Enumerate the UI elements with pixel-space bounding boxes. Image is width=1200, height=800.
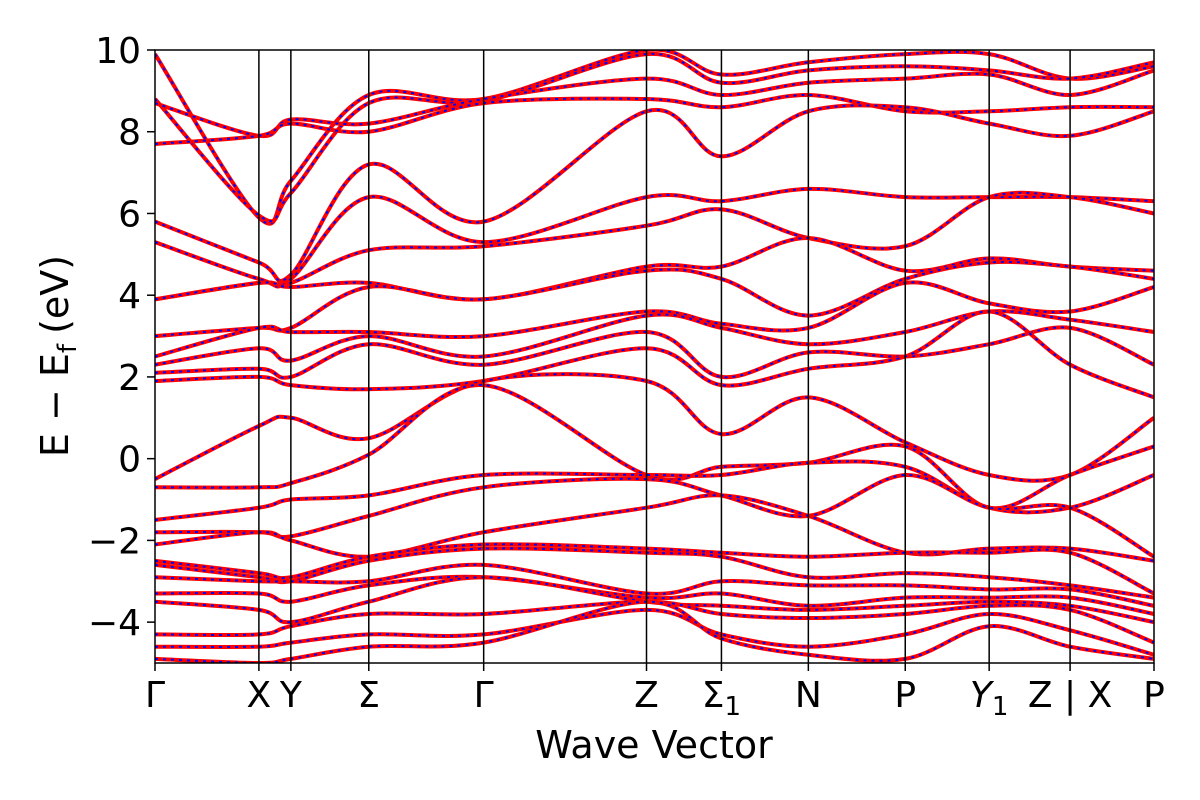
x-tick-label-4: Σ [357, 675, 380, 716]
x-tick-label-11: Z | X [1028, 675, 1112, 716]
y-axis-label-unit: (eV) [33, 255, 77, 334]
y-tick-label: 6 [118, 194, 141, 235]
kpoint-label-subscript: 1 [725, 692, 742, 722]
x-tick-label-12: P [1143, 675, 1165, 716]
y-tick-label: 4 [118, 276, 141, 317]
band-line-7 [155, 190, 1154, 302]
kpoint-label: X [247, 675, 272, 716]
band-line-overlay-3 [155, 69, 1154, 137]
kpoint-label: Γ [474, 675, 494, 716]
y-tick-label: 2 [118, 358, 141, 399]
kpoint-label: Σ [357, 675, 380, 716]
kpoint-label: N [795, 675, 822, 716]
band-line-24 [155, 599, 1154, 645]
kpoint-label: Γ [145, 675, 165, 716]
energy-bands [155, 50, 1154, 663]
y-axis-label-subscript: f [53, 343, 83, 353]
band-line-overlay-14 [155, 373, 1154, 482]
band-line-overlay-7 [155, 191, 1154, 301]
x-tick-label-6: Z [634, 675, 659, 716]
x-tick-label-5: Γ [474, 675, 494, 716]
band-line-overlay-15 [155, 384, 1154, 510]
y-tick-label: 8 [118, 113, 141, 154]
kpoint-label: Y [970, 675, 995, 716]
x-tick-label-10: Y1 [970, 675, 1009, 722]
y-axis-ticks: −4 −2 0 2 4 6 8 10 [88, 31, 155, 644]
band-line-overlay-9 [155, 260, 1154, 338]
y-tick-label: −4 [88, 603, 141, 644]
y-tick-label: −2 [88, 521, 141, 562]
x-tick-label-7: Σ1 [702, 675, 741, 722]
kpoint-label: P [1143, 675, 1165, 716]
x-tick-label-1: Γ [145, 675, 165, 716]
y-axis-label-main: E − E [33, 353, 77, 457]
kpoint-label: Z | X [1028, 675, 1112, 716]
plot-frame [154, 49, 1155, 664]
band-line-9 [155, 259, 1154, 339]
y-tick-label: 10 [95, 31, 141, 72]
x-axis-label: Wave Vector [535, 723, 773, 767]
x-tick-label-8: N [795, 675, 822, 716]
kpoint-label: Σ [702, 675, 725, 716]
high-symmetry-lines [258, 50, 1071, 663]
x-tick-label-2: X [247, 675, 272, 716]
x-tick-label-9: P [894, 675, 916, 716]
band-line-15 [155, 383, 1154, 511]
y-tick-label: 0 [118, 440, 141, 481]
kpoint-label-subscript: 1 [992, 692, 1009, 722]
kpoint-label: Z [634, 675, 659, 716]
band-line-14 [155, 372, 1154, 483]
y-axis-label: E − Ef (eV) [33, 255, 83, 457]
band-line-overlay-16 [155, 460, 1154, 521]
band-line-overlay-10 [155, 281, 1154, 358]
kpoint-label: P [894, 675, 916, 716]
x-tick-label-3: Y [279, 675, 303, 716]
band-line-25 [155, 607, 1154, 657]
kpoint-label: Y [279, 675, 303, 716]
